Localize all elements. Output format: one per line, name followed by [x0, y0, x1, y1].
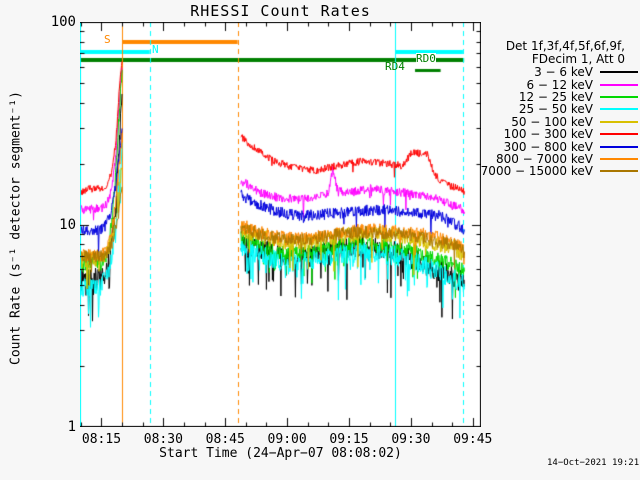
- legend-color-swatch: [600, 145, 638, 148]
- legend-item: 3 − 6 keV: [468, 65, 638, 80]
- legend-color-swatch: [600, 120, 638, 123]
- legend-item-label: 50 − 100 keV: [511, 114, 593, 129]
- legend-color-swatch: [600, 108, 638, 111]
- legend-item: 7000 − 15000 keV: [468, 164, 638, 179]
- legend-item-label: 12 − 25 keV: [518, 89, 593, 104]
- legend-item: 100 − 300 keV: [468, 127, 638, 142]
- legend-item: 25 − 50 keV: [468, 102, 638, 117]
- flag-label-rd0: RD0: [416, 52, 436, 65]
- legend-item: 6 − 12 keV: [468, 77, 638, 92]
- legend-color-swatch: [600, 157, 638, 160]
- legend-item-label: 7000 − 15000 keV: [480, 164, 593, 179]
- legend-color-swatch: [600, 170, 638, 173]
- legend: Det 1f,3f,4f,5f,6f,9f, FDecim 1, Att 0 3…: [468, 40, 638, 178]
- legend-item-label: 25 − 50 keV: [518, 102, 593, 117]
- x-tick-label: 09:45: [453, 432, 493, 447]
- y-tick-label: 1: [67, 419, 76, 435]
- chart-title: RHESSI Count Rates: [190, 2, 371, 20]
- x-tick-label: 08:15: [81, 432, 122, 447]
- legend-detectors: Det 1f,3f,4f,5f,6f,9f,: [505, 39, 625, 53]
- x-tick-label: 08:30: [143, 432, 183, 447]
- y-axis-label: Count Rate (s⁻¹ detector segment⁻¹): [8, 91, 24, 365]
- creation-timestamp: 14−Oct−2021 19:21: [547, 458, 640, 468]
- flag-label-rd4: RD4: [385, 60, 405, 73]
- y-tick-label: 100: [50, 14, 76, 30]
- legend-item-label: 300 − 800 keV: [503, 139, 593, 154]
- chart-canvas: [80, 22, 481, 427]
- legend-decim: FDecim 1, Att 0: [531, 52, 625, 66]
- legend-item-label: 6 − 12 keV: [526, 77, 593, 92]
- legend-item: 50 − 100 keV: [468, 114, 638, 129]
- x-tick-label: 09:30: [391, 432, 431, 447]
- legend-item-label: 800 − 7000 keV: [495, 151, 593, 166]
- x-tick-label: 08:45: [205, 432, 245, 447]
- legend-item: 800 − 7000 keV: [468, 151, 638, 166]
- legend-item-label: 100 − 300 keV: [503, 127, 593, 142]
- legend-color-swatch: [600, 133, 638, 136]
- legend-item-label: 3 − 6 keV: [534, 65, 593, 80]
- x-tick-label: 09:15: [329, 432, 369, 447]
- legend-color-swatch: [600, 95, 638, 98]
- legend-color-swatch: [600, 71, 638, 74]
- legend-item: 12 − 25 keV: [468, 89, 638, 104]
- plot-area: [80, 22, 481, 427]
- legend-color-swatch: [600, 83, 638, 86]
- flag-label-n: N: [152, 43, 159, 56]
- y-tick-label: 10: [59, 216, 76, 233]
- legend-item: 300 − 800 keV: [468, 139, 638, 154]
- flag-label-s: S: [104, 33, 111, 46]
- x-tick-label: 09:00: [267, 432, 307, 447]
- x-axis-label: Start Time (24−Apr−07 08:08:02): [159, 446, 402, 461]
